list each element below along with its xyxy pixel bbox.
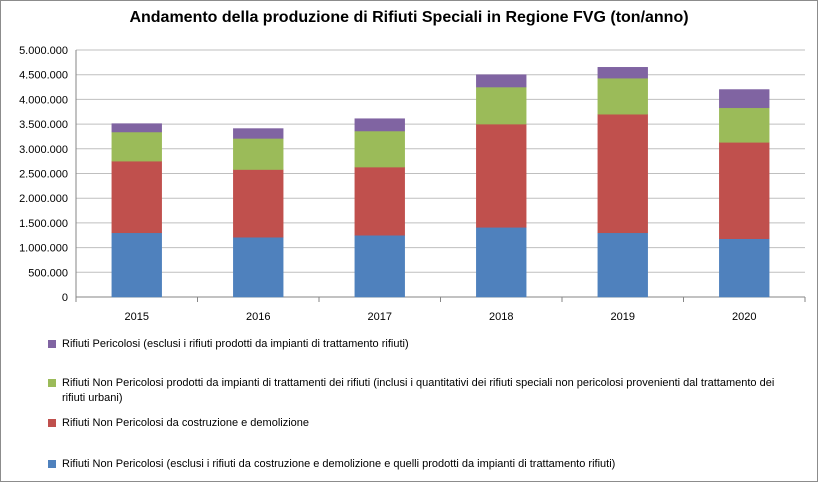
bar-segment-2018-series-2 [476, 86, 527, 125]
y-tick-label: 3.000.000 [19, 144, 68, 156]
bar-segment-2015-series-1 [111, 160, 162, 234]
y-tick-label: 4.500.000 [19, 70, 68, 82]
bar-segment-2016-series-2 [233, 138, 284, 170]
legend-label-treatment-plants: Rifiuti Non Pericolosi prodotti da impia… [62, 377, 775, 404]
x-tick-label: 2017 [368, 311, 392, 323]
bar-segment-2017-series-2 [354, 130, 405, 168]
legend-swatch-hazardous [48, 340, 56, 348]
y-tick-label: 3.500.000 [19, 119, 68, 131]
x-tick-label: 2020 [732, 311, 756, 323]
y-tick-label: 500.000 [28, 267, 68, 279]
bar-segment-2015-series-0 [111, 232, 162, 298]
bar-segment-2020-series-0 [719, 238, 770, 298]
legend-swatch-treatment-plants [48, 379, 56, 387]
bar-segment-2018-series-1 [476, 123, 527, 228]
bar-segment-2016-series-0 [233, 236, 284, 298]
x-tick-label: 2018 [489, 311, 513, 323]
bar-segment-2016-series-1 [233, 169, 284, 238]
y-tick-label: 5.000.000 [19, 45, 68, 57]
y-tick-label: 2.000.000 [19, 193, 68, 205]
bar-segment-2019-series-1 [597, 113, 648, 234]
bar-segment-2020-series-3 [719, 89, 770, 109]
bar-segment-2017-series-1 [354, 166, 405, 236]
bar-segment-2019-series-2 [597, 77, 648, 115]
legend-label-hazardous: Rifiuti Pericolosi (esclusi i rifiuti pr… [62, 338, 409, 350]
plot-area: 0 500.000 1.000.000 1.500.000 2.000.000 2.500… [19, 45, 806, 323]
bar-segment-2017-series-0 [354, 235, 405, 298]
legend-swatch-non-hazardous [48, 460, 56, 468]
y-tick-label: 4.000.000 [19, 94, 68, 106]
bar-segment-2019-series-0 [597, 232, 648, 298]
bar-segment-2020-series-2 [719, 107, 770, 143]
y-tick-label: 2.500.000 [19, 169, 68, 181]
bar-segment-2019-series-3 [597, 67, 648, 79]
legend-label-construction-demolition: Rifiuti Non Pericolosi da costruzione e … [62, 417, 310, 429]
bar-segment-2020-series-1 [719, 142, 770, 239]
y-tick-label: 0 [62, 292, 68, 304]
bar-segment-2015-series-3 [111, 123, 162, 133]
bar-segment-2017-series-3 [354, 118, 405, 132]
y-tick-label: 1.000.000 [19, 243, 68, 255]
y-tick-label: 1.500.000 [19, 218, 68, 230]
chart-title: Andamento della produzione di Rifiuti Sp… [129, 9, 689, 26]
bar-segment-2018-series-3 [476, 74, 527, 88]
x-tick-label: 2016 [246, 311, 270, 323]
bar-segment-2015-series-2 [111, 131, 162, 162]
x-tick-label: 2015 [125, 311, 149, 323]
bar-segment-2018-series-0 [476, 227, 527, 298]
x-tick-label: 2019 [611, 311, 635, 323]
bar-segment-2016-series-3 [233, 128, 284, 139]
legend-swatch-construction-demolition [48, 419, 56, 427]
legend-label-non-hazardous: Rifiuti Non Pericolosi (esclusi i rifiut… [62, 458, 616, 470]
